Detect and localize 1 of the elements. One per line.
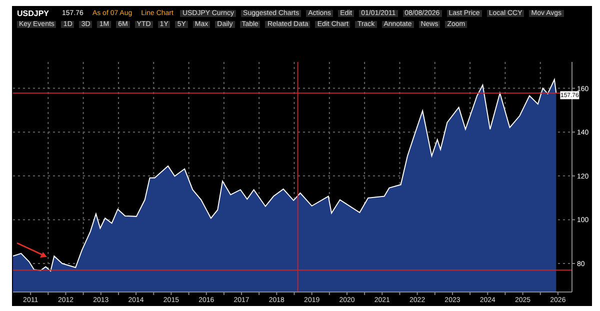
chart-title: USDJPY	[17, 9, 50, 18]
